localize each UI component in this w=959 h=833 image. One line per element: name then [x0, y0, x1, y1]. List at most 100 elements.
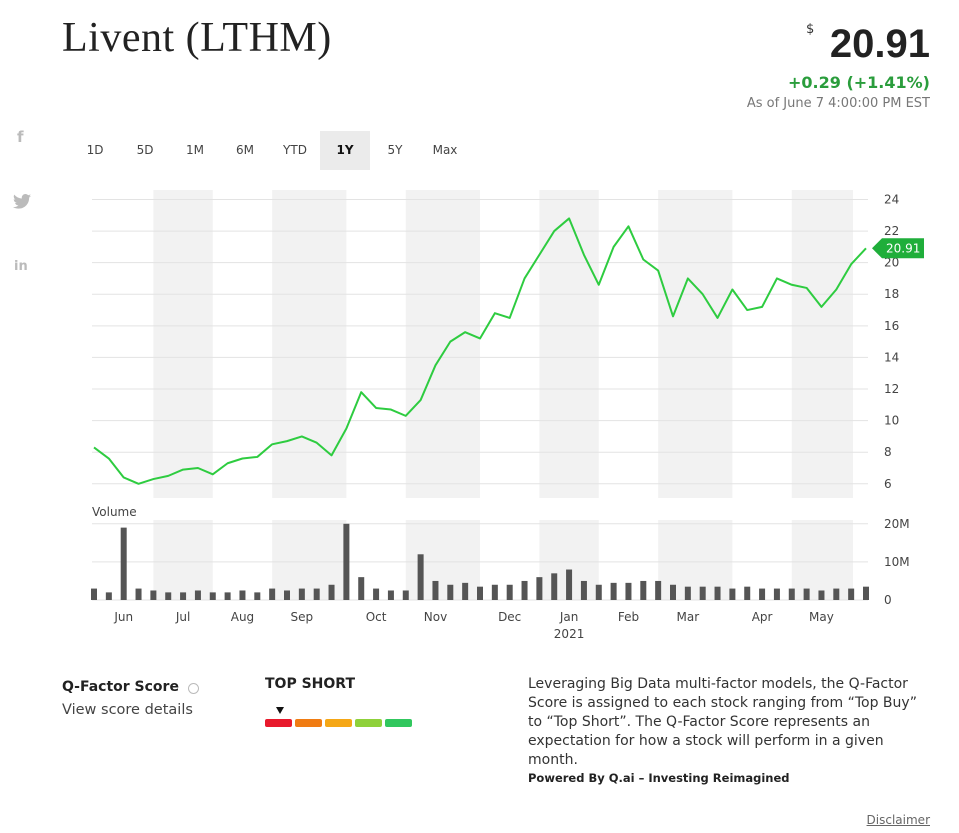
y-tick-label: 10: [884, 414, 899, 428]
volume-tick-label: 20M: [884, 517, 910, 531]
volume-bar: [595, 584, 602, 600]
facebook-share[interactable]: f: [17, 128, 24, 146]
price-chart: 6 8 10 12 14 16 18 20 22 24 0 10M 20M Volume 20.91 Jun J…: [91, 190, 924, 641]
stock-title: Livent (LTHM): [62, 15, 332, 61]
info-icon[interactable]: [188, 683, 199, 694]
volume-bar: [640, 580, 647, 600]
range-tab[interactable]: 5D: [136, 143, 154, 157]
volume-bar: [655, 580, 662, 600]
y-tick-label: 14: [884, 350, 899, 364]
price-change: +0.29 (+1.41%): [788, 73, 930, 92]
year-label: 2021: [554, 627, 585, 641]
rating-pointer: [276, 707, 284, 714]
volume-bar: [284, 590, 290, 600]
month-shade: [791, 520, 853, 600]
x-tick-label: Oct: [366, 610, 387, 624]
volume-bar: [402, 590, 409, 600]
volume-bar: [566, 569, 573, 600]
volume-bar: [580, 580, 587, 600]
range-tab[interactable]: 6M: [236, 143, 254, 157]
range-tab[interactable]: 1D: [86, 143, 104, 157]
twitter-share[interactable]: [13, 194, 31, 209]
range-tab[interactable]: 1Y: [320, 131, 370, 170]
month-shade: [153, 520, 213, 600]
volume-bar: [744, 586, 751, 600]
y-tick-label: 12: [884, 382, 899, 396]
qfactor-rating: TOP SHORT: [265, 676, 355, 692]
volume-bar: [773, 588, 780, 600]
x-tick-label: Nov: [424, 610, 447, 624]
month-shade: [658, 520, 733, 600]
as-of-time: As of June 7 4:00:00 PM EST: [746, 96, 930, 111]
volume-bar: [417, 554, 424, 600]
y-tick-label: 6: [884, 477, 892, 491]
disclaimer-link[interactable]: Disclaimer: [866, 813, 930, 827]
volume-tick-label: 10M: [884, 555, 910, 569]
stock-price: 20.91: [829, 22, 930, 66]
month-shade: [658, 190, 733, 498]
month-shade: [272, 520, 347, 600]
y-tick-label: 20: [884, 256, 899, 270]
volume-bar: [536, 577, 543, 600]
volume-bar: [298, 588, 305, 600]
month-shade: [791, 190, 853, 498]
rating-scale: [265, 707, 412, 727]
range-tab[interactable]: 1M: [186, 143, 204, 157]
volume-bar: [120, 527, 127, 600]
volume-bar: [373, 588, 380, 600]
x-tick-label: Mar: [677, 610, 700, 624]
scale-segment: [355, 719, 382, 727]
y-tick-label: 18: [884, 287, 899, 301]
volume-bar: [180, 592, 187, 600]
volume-bar: [209, 592, 216, 600]
volume-bar: [269, 588, 276, 600]
volume-bar: [135, 588, 142, 600]
volume-bar: [328, 584, 335, 600]
volume-bar: [863, 586, 869, 600]
y-tick-label: 8: [884, 445, 892, 459]
volume-bar: [625, 582, 632, 600]
score-details-link[interactable]: View score details: [62, 702, 193, 718]
range-tabs: 1D 5D 1M 6M YTD 1Y 5Y Max: [70, 131, 470, 170]
volume-bar: [491, 584, 498, 600]
month-shade: [272, 190, 347, 498]
volume-bar: [432, 580, 439, 600]
volume-bar: [194, 590, 201, 600]
volume-bar: [224, 592, 231, 600]
price-line: [93, 217, 867, 485]
volume-bar: [610, 582, 617, 600]
currency-symbol: $: [806, 22, 815, 37]
x-tick-label: Dec: [498, 610, 521, 624]
volume-bar: [699, 586, 706, 600]
volume-bar: [462, 582, 469, 600]
volume-bar: [358, 577, 365, 600]
volume-bar: [729, 588, 736, 600]
volume-bar: [848, 588, 855, 600]
volume-bar: [239, 590, 246, 600]
scale-segment: [295, 719, 322, 727]
volume-tick-label: 0: [884, 593, 892, 607]
x-tick-label: Apr: [752, 610, 773, 624]
range-tab[interactable]: 5Y: [387, 143, 403, 157]
volume-bar: [105, 592, 112, 600]
x-tick-label: Aug: [231, 610, 254, 624]
linkedin-share[interactable]: in: [14, 259, 28, 274]
volume-bar: [477, 586, 483, 600]
scale-segment: [385, 719, 412, 727]
month-shade: [405, 520, 480, 600]
scale-segment: [265, 719, 292, 727]
x-tick-label: Jan: [559, 610, 579, 624]
y-tick-label: 16: [884, 319, 899, 333]
volume-bar: [714, 586, 721, 600]
range-tab[interactable]: Max: [432, 143, 458, 157]
x-tick-label: Jun: [113, 610, 133, 624]
y-tick-label: 22: [884, 224, 899, 238]
volume-bar: [759, 588, 766, 600]
range-tab[interactable]: YTD: [283, 143, 307, 157]
volume-bar: [803, 588, 810, 600]
volume-label: Volume: [92, 505, 137, 519]
scale-segment: [325, 719, 352, 727]
volume-bar: [506, 584, 513, 600]
volume-bar: [313, 588, 320, 600]
